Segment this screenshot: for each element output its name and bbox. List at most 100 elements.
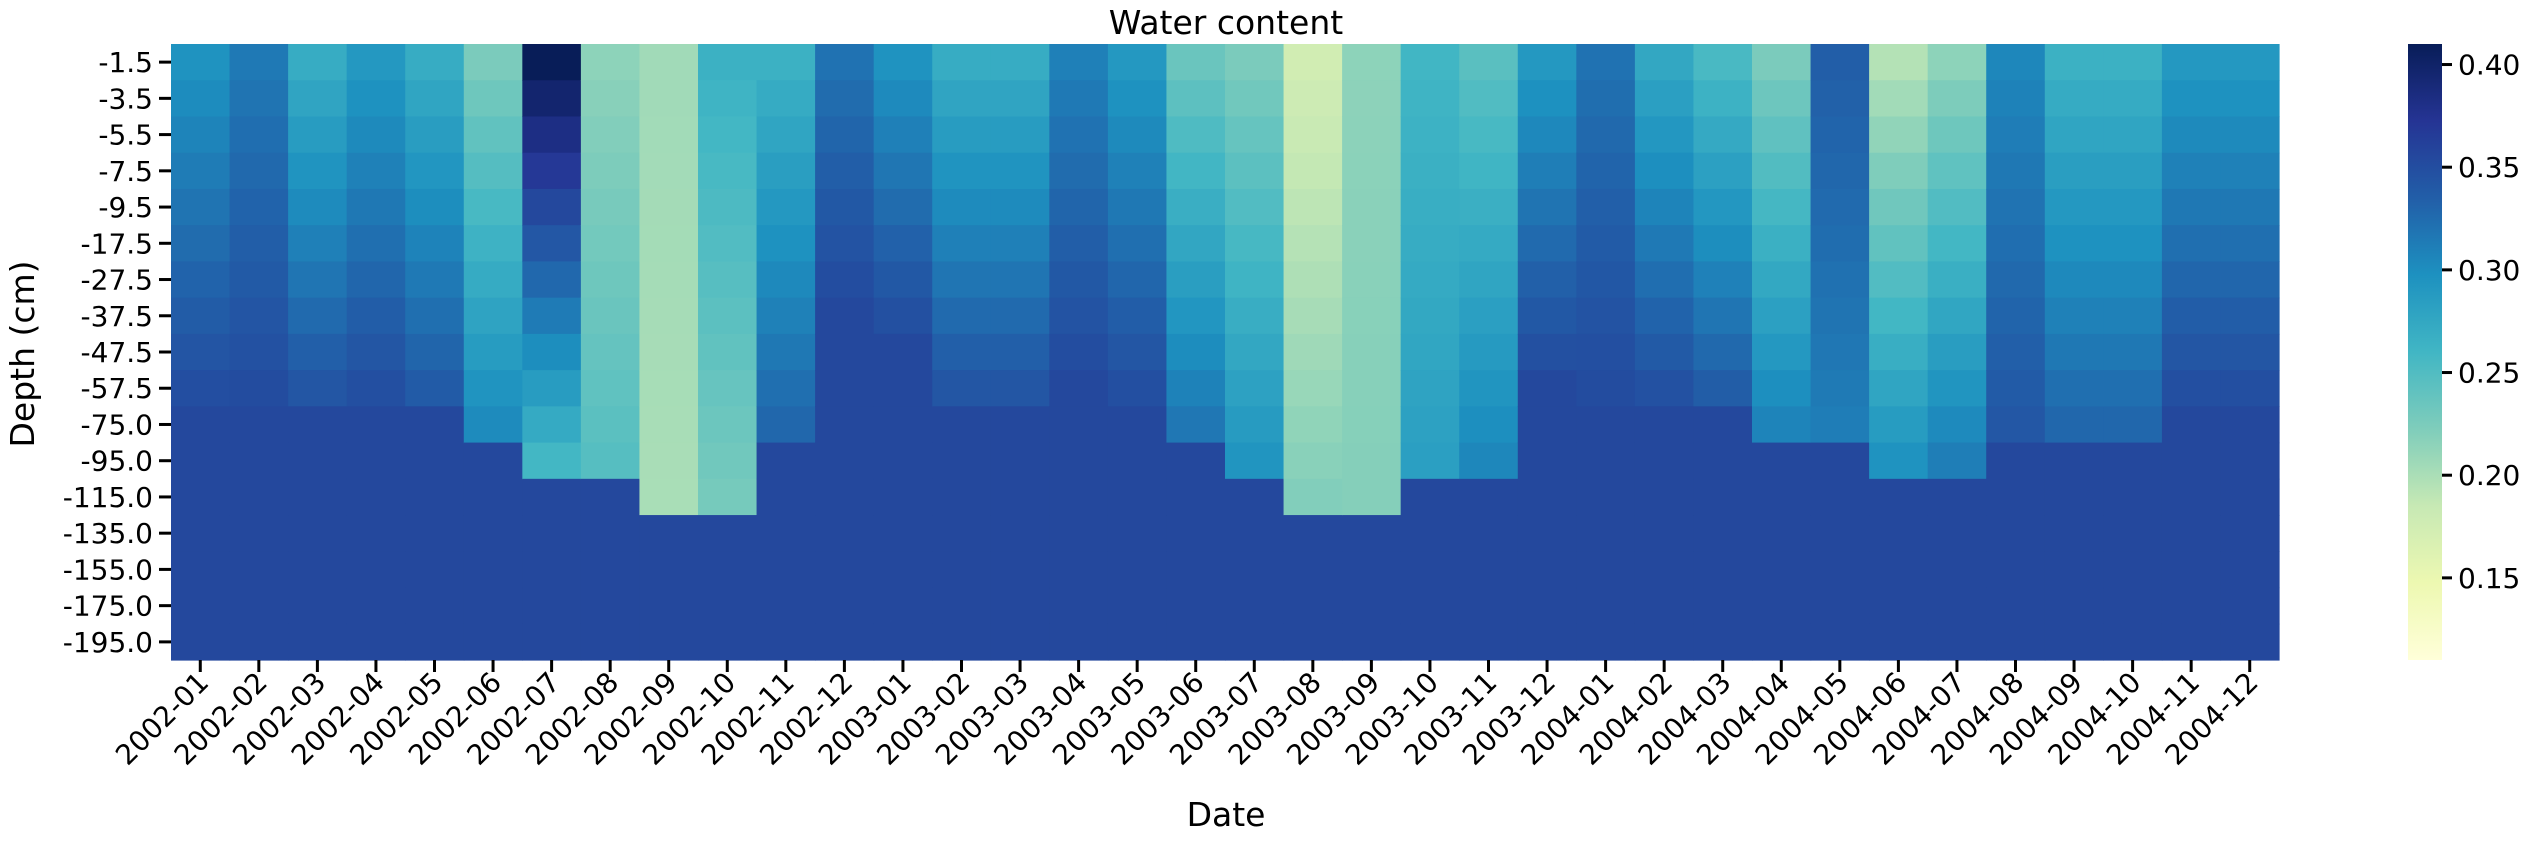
heatmap-cell: 2002-09, -195.0 cm: 0.355	[639, 623, 699, 661]
heatmap-cell: 2004-10, -9.5 cm: 0.290	[2103, 188, 2163, 226]
heatmap-cell: 2004-07, -17.5 cm: 0.259	[1927, 225, 1987, 263]
heatmap-cell: 2004-02, -115.0 cm: 0.355	[1634, 478, 1695, 516]
heatmap-cell: 2003-05, -57.5 cm: 0.348	[1107, 370, 1168, 407]
heatmap-cell: 2003-01, -37.5 cm: 0.347	[873, 297, 933, 335]
heatmap-cell: 2003-04, -75.0 cm: 0.355	[1049, 406, 1109, 444]
heatmap-cell: 2003-06, -1.5 cm: 0.235	[1166, 44, 1226, 81]
heatmap-cell: 2004-11, -7.5 cm: 0.309	[2161, 152, 2222, 190]
heatmap-cell: 2002-05, -27.5 cm: 0.315	[405, 261, 465, 299]
heatmap-cell: 2004-12, -37.5 cm: 0.335	[2220, 297, 2280, 335]
heatmap-cell: 2004-07, -7.5 cm: 0.241	[1927, 152, 1987, 190]
heatmap-cell: 2003-04, -175.0 cm: 0.355	[1049, 587, 1109, 625]
heatmap-cell: 2004-11, -115.0 cm: 0.355	[2161, 478, 2222, 516]
heatmap-cell: 2003-06, -135.0 cm: 0.355	[1166, 515, 1226, 552]
heatmap-cell: 2003-02, -95.0 cm: 0.355	[932, 442, 992, 480]
heatmap-cell: 2004-12, -175.0 cm: 0.355	[2220, 587, 2280, 625]
y-tick-label: -195.0	[63, 626, 153, 659]
heatmap-cell: 2002-02, -95.0 cm: 0.355	[229, 442, 289, 480]
heatmap-cell: 2002-09, -155.0 cm: 0.355	[639, 551, 699, 589]
heatmap-cell: 2003-08, -115.0 cm: 0.221	[1283, 478, 1343, 516]
heatmap-cell: 2004-03, -135.0 cm: 0.355	[1693, 515, 1753, 552]
heatmap-cell: 2004-02, -5.5 cm: 0.291	[1634, 116, 1695, 154]
heatmap-cell: 2003-09, -57.5 cm: 0.218	[1342, 370, 1402, 407]
heatmap-cell: 2004-03, -5.5 cm: 0.273	[1693, 116, 1753, 154]
heatmap-cell: 2002-11, -155.0 cm: 0.355	[756, 551, 816, 589]
heatmap-cell: 2002-02, -195.0 cm: 0.355	[229, 623, 289, 661]
heatmap-cell: 2004-08, -195.0 cm: 0.355	[1986, 623, 2046, 661]
heatmap-cell: 2002-05, -155.0 cm: 0.355	[405, 551, 465, 589]
heatmap-cell: 2003-06, -3.5 cm: 0.243	[1166, 80, 1226, 118]
heatmap-cell: 2003-10, -115.0 cm: 0.355	[1400, 478, 1460, 516]
heatmap-cell: 2002-11, -95.0 cm: 0.355	[756, 442, 816, 480]
heatmap-cell: 2003-02, -115.0 cm: 0.355	[932, 478, 992, 516]
heatmap-cell: 2002-07, -27.5 cm: 0.328	[522, 261, 582, 299]
heatmap-cell: 2004-11, -195.0 cm: 0.355	[2161, 623, 2222, 661]
heatmap-cell: 2004-04, -47.5 cm: 0.290	[1752, 333, 1812, 371]
heatmap-cell: 2004-02, -3.5 cm: 0.283	[1634, 80, 1695, 118]
heatmap-cell: 2003-07, -135.0 cm: 0.355	[1225, 515, 1285, 552]
heatmap-cell: 2003-06, -5.5 cm: 0.251	[1166, 116, 1226, 154]
heatmap-cell: 2003-07, -3.5 cm: 0.231	[1225, 80, 1285, 118]
heatmap-cell: 2004-11, -3.5 cm: 0.296	[2161, 80, 2222, 118]
heatmap-cell: 2003-04, -1.5 cm: 0.310	[1049, 44, 1109, 81]
heatmap-cell: 2003-03, -37.5 cm: 0.326	[990, 297, 1050, 335]
heatmap-cell: 2004-04, -115.0 cm: 0.355	[1752, 478, 1812, 516]
heatmap-cell: 2004-02, -47.5 cm: 0.339	[1634, 333, 1695, 371]
heatmap-cell: 2003-03, -17.5 cm: 0.310	[990, 225, 1050, 263]
heatmap-cell: 2002-07, -155.0 cm: 0.355	[522, 551, 582, 589]
heatmap-cell: 2002-11, -37.5 cm: 0.310	[756, 297, 816, 335]
heatmap-cell: 2002-12, -1.5 cm: 0.320	[815, 44, 875, 81]
heatmap-cell: 2004-05, -27.5 cm: 0.321	[1810, 261, 1870, 299]
heatmap-cell: 2004-05, -195.0 cm: 0.355	[1810, 623, 1870, 661]
heatmap-cell: 2003-11, -5.5 cm: 0.256	[1459, 116, 1519, 154]
heatmap-cell: 2003-04, -17.5 cm: 0.335	[1049, 225, 1109, 263]
heatmap-cell: 2004-06, -3.5 cm: 0.204	[1869, 80, 1929, 118]
heatmap-cell: 2004-12, -115.0 cm: 0.355	[2220, 478, 2280, 516]
heatmap-cell: 2004-09, -75.0 cm: 0.329	[2044, 406, 2104, 444]
heatmap-cell: 2004-01, -195.0 cm: 0.355	[1576, 623, 1636, 661]
heatmap-cell: 2003-07, -7.5 cm: 0.244	[1225, 152, 1285, 190]
heatmap-cell: 2004-05, -47.5 cm: 0.317	[1810, 333, 1870, 371]
heatmap-cell: 2002-10, -135.0 cm: 0.355	[698, 515, 758, 552]
heatmap-cell: 2003-08, -155.0 cm: 0.355	[1283, 551, 1343, 589]
heatmap-cell: 2004-06, -27.5 cm: 0.250	[1869, 261, 1929, 299]
heatmap-cell: 2004-06, -7.5 cm: 0.223	[1869, 152, 1929, 190]
heatmap-cell: 2003-03, -75.0 cm: 0.355	[990, 406, 1050, 444]
heatmap-cell: 2004-04, -155.0 cm: 0.355	[1752, 551, 1812, 589]
heatmap-cell: 2003-08, -5.5 cm: 0.183	[1283, 116, 1343, 154]
heatmap-cell: 2003-03, -155.0 cm: 0.355	[990, 551, 1050, 589]
y-tick-label: -135.0	[63, 517, 153, 550]
heatmap-cell: 2002-11, -1.5 cm: 0.265	[756, 44, 816, 81]
heatmap-cell: 2003-11, -7.5 cm: 0.261	[1459, 152, 1519, 190]
heatmap-cell: 2003-07, -9.5 cm: 0.250	[1225, 188, 1285, 226]
heatmap-cell: 2003-07, -37.5 cm: 0.269	[1225, 297, 1285, 335]
heatmap-cell: 2002-06, -5.5 cm: 0.240	[463, 116, 523, 154]
heatmap-cell: 2004-06, -9.5 cm: 0.232	[1869, 188, 1929, 226]
heatmap-cell: 2003-05, -3.5 cm: 0.296	[1107, 80, 1168, 118]
heatmap-cell: 2003-02, -75.0 cm: 0.355	[932, 406, 992, 444]
heatmap-cell: 2002-10, -5.5 cm: 0.259	[698, 116, 758, 154]
heatmap-cell: 2004-04, -7.5 cm: 0.250	[1752, 152, 1812, 190]
heatmap-cell: 2003-10, -27.5 cm: 0.272	[1400, 261, 1460, 299]
heatmap-cell: 2003-01, -17.5 cm: 0.332	[873, 225, 933, 263]
heatmap-cell: 2004-04, -195.0 cm: 0.355	[1752, 623, 1812, 661]
heatmap-cell: 2003-03, -95.0 cm: 0.355	[990, 442, 1050, 480]
heatmap-cell: 2003-12, -7.5 cm: 0.312	[1517, 152, 1577, 190]
heatmap-cell: 2003-08, -47.5 cm: 0.206	[1283, 333, 1343, 371]
heatmap-cell: 2004-01, -3.5 cm: 0.324	[1576, 80, 1636, 118]
heatmap-cell: 2002-03, -115.0 cm: 0.355	[288, 478, 348, 516]
heatmap-cell: 2004-06, -155.0 cm: 0.355	[1869, 551, 1929, 589]
heatmap-cell: 2004-02, -135.0 cm: 0.355	[1634, 515, 1695, 552]
heatmap-cell: 2003-09, -115.0 cm: 0.220	[1342, 478, 1402, 516]
heatmap-cell: 2002-04, -115.0 cm: 0.355	[346, 478, 406, 516]
heatmap-cell: 2004-07, -47.5 cm: 0.285	[1927, 333, 1987, 371]
y-tick-label: -5.5	[98, 119, 153, 152]
heatmap-cell: 2002-05, -57.5 cm: 0.337	[405, 370, 465, 407]
heatmap-cell: 2004-12, -9.5 cm: 0.316	[2220, 188, 2280, 226]
heatmap-cell: 2003-02, -37.5 cm: 0.326	[932, 297, 992, 335]
heatmap-cell: 2002-01, -37.5 cm: 0.337	[171, 297, 231, 335]
heatmap-cell: 2004-10, -17.5 cm: 0.297	[2103, 225, 2163, 263]
heatmap-cell: 2003-10, -37.5 cm: 0.275	[1400, 297, 1460, 335]
heatmap-cell: 2003-11, -175.0 cm: 0.355	[1459, 587, 1519, 625]
heatmap-cell: 2004-04, -75.0 cm: 0.307	[1752, 406, 1812, 444]
